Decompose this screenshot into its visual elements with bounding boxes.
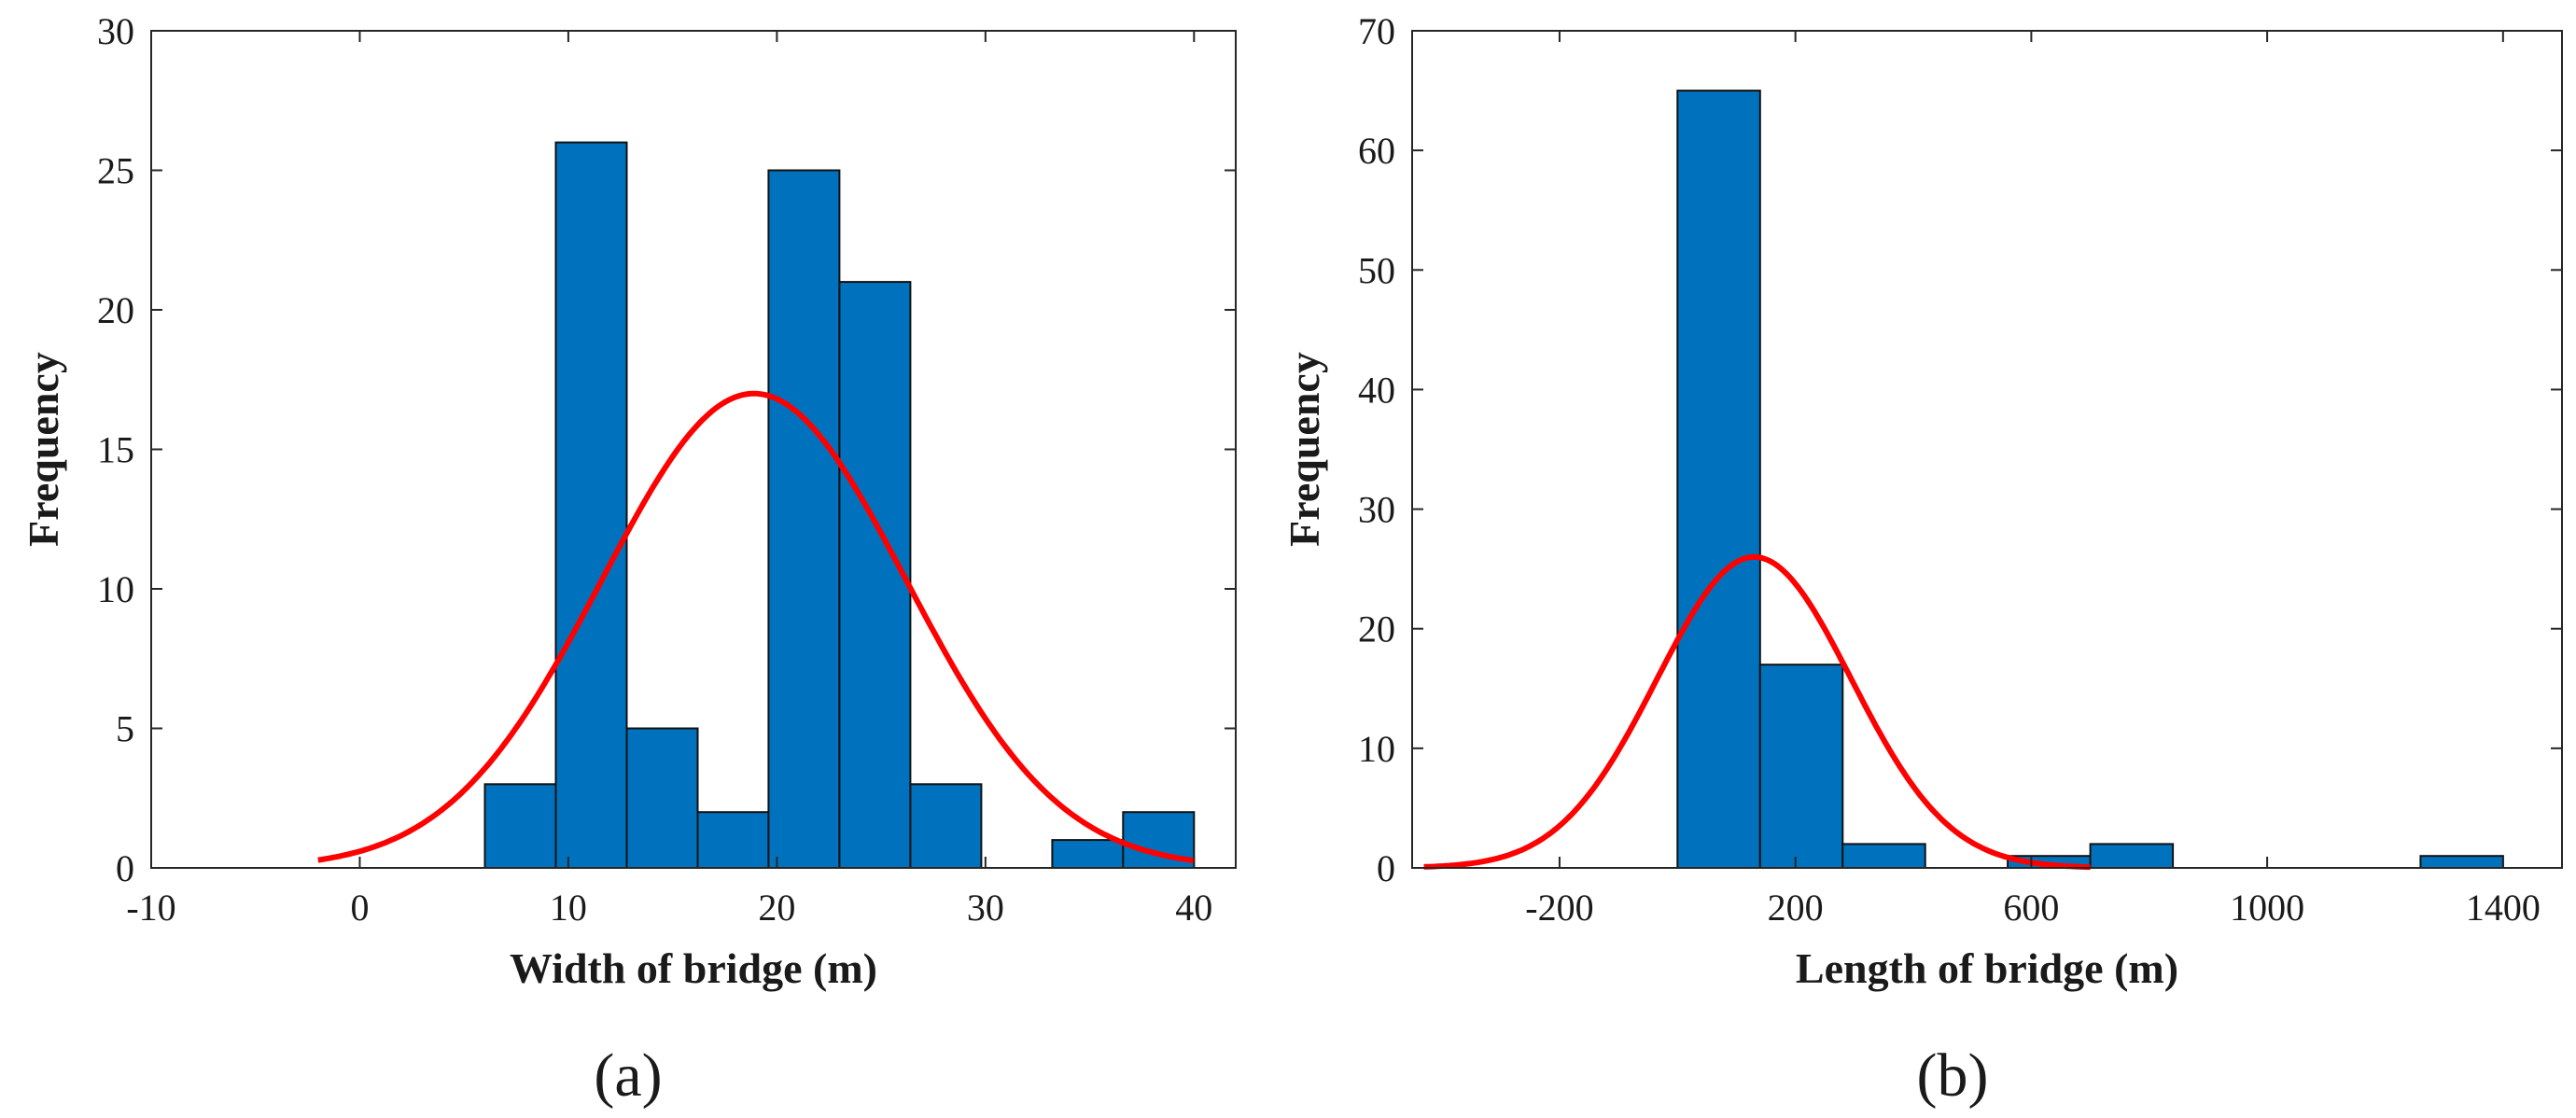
histogram-bar — [2089, 843, 2175, 870]
y-tick-label: 10 — [97, 568, 134, 610]
histogram-bar — [767, 169, 841, 869]
histogram-bar — [1758, 664, 1844, 870]
x-axis-label: Length of bridge (m) — [1796, 944, 2178, 992]
histogram-bar — [625, 727, 699, 869]
histogram-bar — [909, 783, 983, 869]
histogram-bar — [1051, 839, 1125, 869]
histogram-bar — [838, 281, 912, 870]
x-tick-label: 600 — [2003, 887, 2059, 929]
histogram-bar — [2419, 855, 2504, 870]
normal-fit-curve — [1423, 553, 2091, 871]
x-tick-label: 20 — [758, 887, 795, 929]
y-tick-label: 10 — [1358, 728, 1395, 770]
y-axis-label: Frequency — [1281, 352, 1328, 547]
y-tick-label: 50 — [1358, 249, 1395, 291]
histogram-bar — [483, 783, 557, 869]
x-tick-label: 0 — [350, 887, 369, 929]
y-tick-label: 30 — [1358, 489, 1395, 531]
y-tick-label: 40 — [1358, 369, 1395, 411]
x-tick-label: -200 — [1525, 887, 1593, 929]
y-tick-label: 70 — [1358, 10, 1395, 52]
normal-fit-curve — [317, 390, 1195, 864]
y-tick-label: 5 — [116, 708, 134, 750]
y-tick-label: 30 — [97, 10, 134, 52]
y-tick-label: 0 — [116, 847, 134, 889]
y-tick-label: 20 — [97, 289, 134, 331]
x-axis-label: Width of bridge (m) — [510, 944, 877, 992]
histogram-bar — [1841, 843, 1926, 870]
x-tick-label: 1000 — [2230, 887, 2304, 929]
y-tick-label: 25 — [97, 150, 134, 192]
histogram-bar — [1676, 90, 1761, 870]
x-tick-label: 30 — [967, 887, 1004, 929]
x-tick-label: -10 — [126, 887, 175, 929]
chart-panel-b: -200 200 600 1000 1400 0 10 20 30 40 50 60 70 Length … — [1281, 10, 2563, 1110]
x-tick-label: 40 — [1175, 887, 1212, 929]
y-tick-label: 60 — [1358, 130, 1395, 172]
axes-frame — [1411, 30, 2563, 869]
x-tick-label: 1400 — [2466, 887, 2541, 929]
panel-label: (a) — [594, 1041, 662, 1110]
x-tick-label: 10 — [550, 887, 587, 929]
x-tick-label: 200 — [1768, 887, 1824, 929]
histogram-bar — [554, 141, 628, 870]
y-axis-label: Frequency — [20, 352, 67, 547]
y-tick-label: 20 — [1358, 608, 1395, 650]
panel-label: (b) — [1917, 1041, 1989, 1110]
histogram-bar — [696, 811, 770, 870]
y-tick-label: 15 — [97, 429, 134, 471]
y-tick-label: 0 — [1377, 847, 1395, 889]
